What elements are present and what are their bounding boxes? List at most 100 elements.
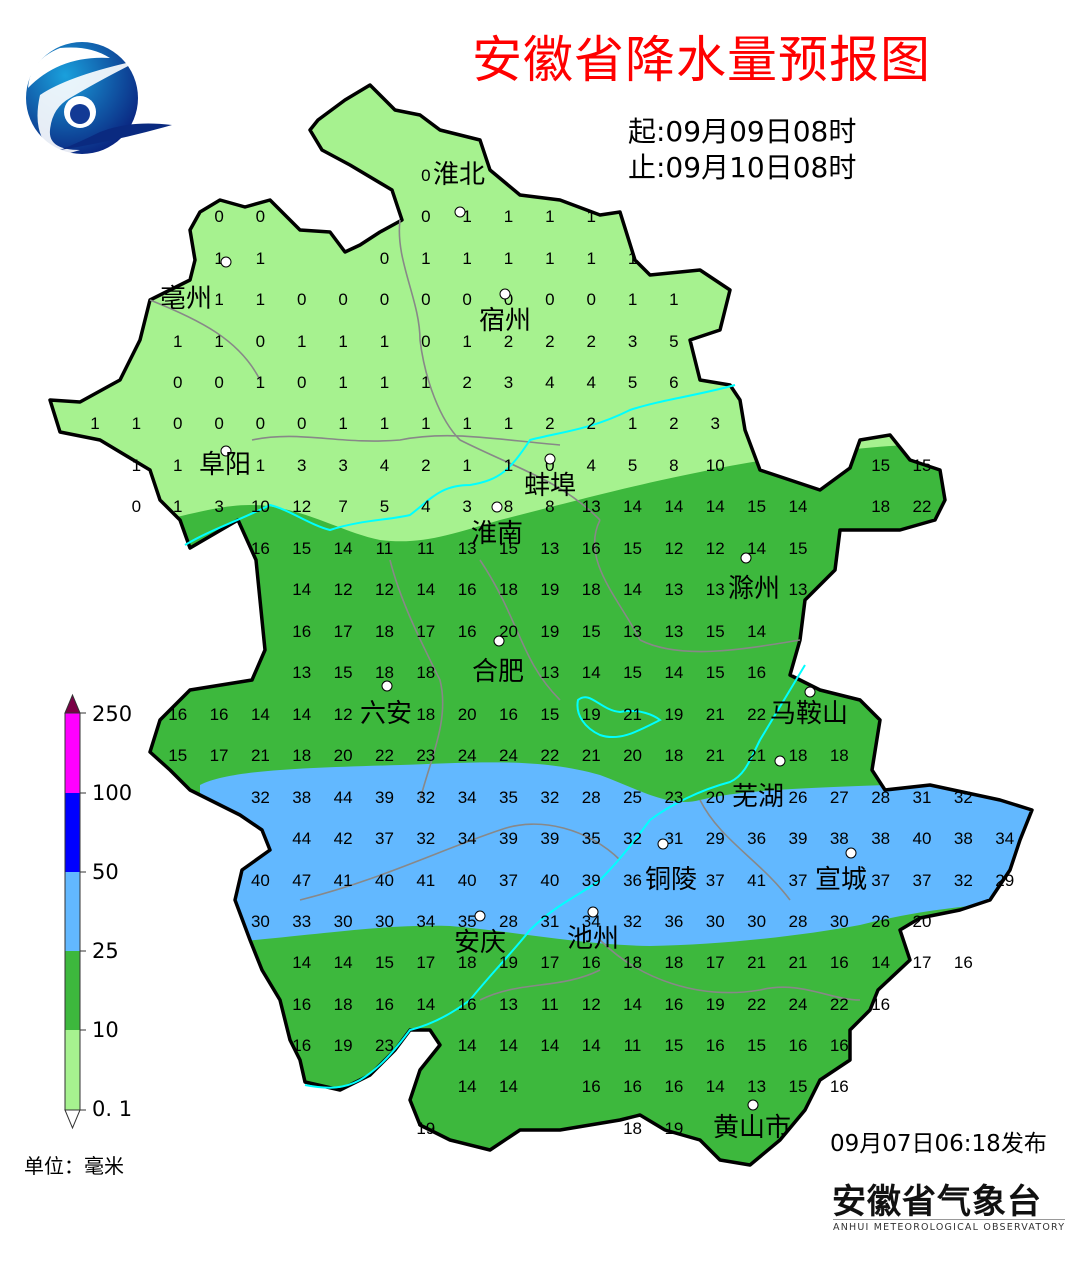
grid-values: 00 0 0 1 1 1 11 1 0 1 1 1 1 1 11 1 0 0 0 0 0 0 0 0 1 11 1 0 1 1 1 0 1 2 2 2… [90,166,1014,1138]
grid-value: 15 [292,539,311,558]
grid-value: 16 [830,1036,849,1055]
grid-value: 30 [334,912,353,931]
grid-value: 14 [871,953,890,972]
grid-value: 24 [458,746,477,765]
grid-value: 16 [582,1077,601,1096]
grid-value: 14 [706,1077,725,1096]
grid-value: 19 [499,953,518,972]
grid-value: 27 [830,788,849,807]
city-marker-icon [220,256,232,268]
grid-value: 20 [706,788,725,807]
grid-value: 39 [540,829,559,848]
city-label: 滁州 [728,574,780,604]
city-marker-icon [474,910,486,922]
grid-value: 1 [338,332,347,351]
grid-value: 16 [292,622,311,641]
grid-value: 14 [623,497,642,516]
grid-value: 1 [256,456,265,475]
grid-value: 26 [788,788,807,807]
city-label: 芜湖 [732,782,784,812]
county-line [599,939,861,1001]
county-line [639,639,801,653]
grid-value: 44 [334,788,353,807]
grid-value: 34 [995,829,1014,848]
grid-value: 16 [954,953,973,972]
grid-value: 22 [747,995,766,1014]
grid-value: 16 [210,705,229,724]
grid-value: 12 [334,705,353,724]
grid-value: 23 [375,1036,394,1055]
city-marker-icon [454,206,466,218]
grid-value: 15 [788,1077,807,1096]
grid-value: 18 [623,953,642,972]
grid-value: 13 [458,539,477,558]
grid-value: 3 [297,456,306,475]
grid-value: 17 [334,622,353,641]
city-label: 马鞍山 [770,699,848,729]
grid-value: 21 [623,705,642,724]
county-line [299,823,621,901]
grid-value: 15 [582,622,601,641]
grid-value: 29 [706,829,725,848]
grid-value: 34 [458,788,477,807]
grid-value: 29 [995,871,1014,890]
grid-value: 1 [173,456,182,475]
grid-value: 19 [540,622,559,641]
grid-value: 1 [628,290,637,309]
grid-value: 5 [669,332,678,351]
grid-value: 41 [334,871,353,890]
grid-value: 1 [421,414,430,433]
grid-value: 13 [664,580,683,599]
grid-value: 39 [788,829,807,848]
grid-value: 23 [416,746,435,765]
grid-value: 28 [788,912,807,931]
county-line [699,799,791,901]
grid-value: 13 [664,622,683,641]
grid-value: 31 [664,829,683,848]
grid-value: 0 [380,290,389,309]
grid-value: 30 [375,912,394,931]
legend-tick-250: 250 [92,702,133,726]
grid-value: 14 [664,497,683,516]
grid-value: 14 [540,1036,559,1055]
grid-value: 10 [251,497,270,516]
grid-value: 3 [504,373,513,392]
city-marker-icon [657,838,669,850]
grid-value: 21 [747,953,766,972]
grid-value: 0 [421,207,430,226]
city-marker-icon [491,501,503,513]
grid-value: 20 [623,746,642,765]
grid-value: 1 [214,290,223,309]
legend-tick-50: 50 [92,860,119,884]
grid-value: 1 [256,290,265,309]
grid-value: 3 [214,497,223,516]
grid-value: 16 [830,953,849,972]
grid-value: 1 [132,414,141,433]
grid-value: 35 [458,912,477,931]
grid-value: 16 [458,995,477,1014]
grid-value: 13 [747,1077,766,1096]
grid-value: 25 [623,788,642,807]
city-label: 安庆 [454,928,506,958]
grid-value: 19 [540,580,559,599]
grid-value: 11 [417,539,435,558]
grid-value: 13 [540,663,559,682]
grid-value: 0 [586,290,595,309]
grid-value: 1 [462,249,471,268]
grid-value: 1 [462,207,471,226]
grid-value: 18 [416,705,435,724]
county-line [593,519,641,641]
county-line [479,969,601,1001]
grid-value: 16 [375,995,394,1014]
grid-value: 2 [586,414,595,433]
grid-value: 3 [462,497,471,516]
grid-value: 21 [251,746,270,765]
city-marker-icon [499,288,511,300]
grid-value: 22 [375,746,394,765]
city-label: 宿州 [479,306,531,336]
grid-value: 3 [338,456,347,475]
grid-value: 14 [334,539,353,558]
grid-value: 21 [747,746,766,765]
grid-value: 14 [251,705,270,724]
grid-value: 0 [421,332,430,351]
